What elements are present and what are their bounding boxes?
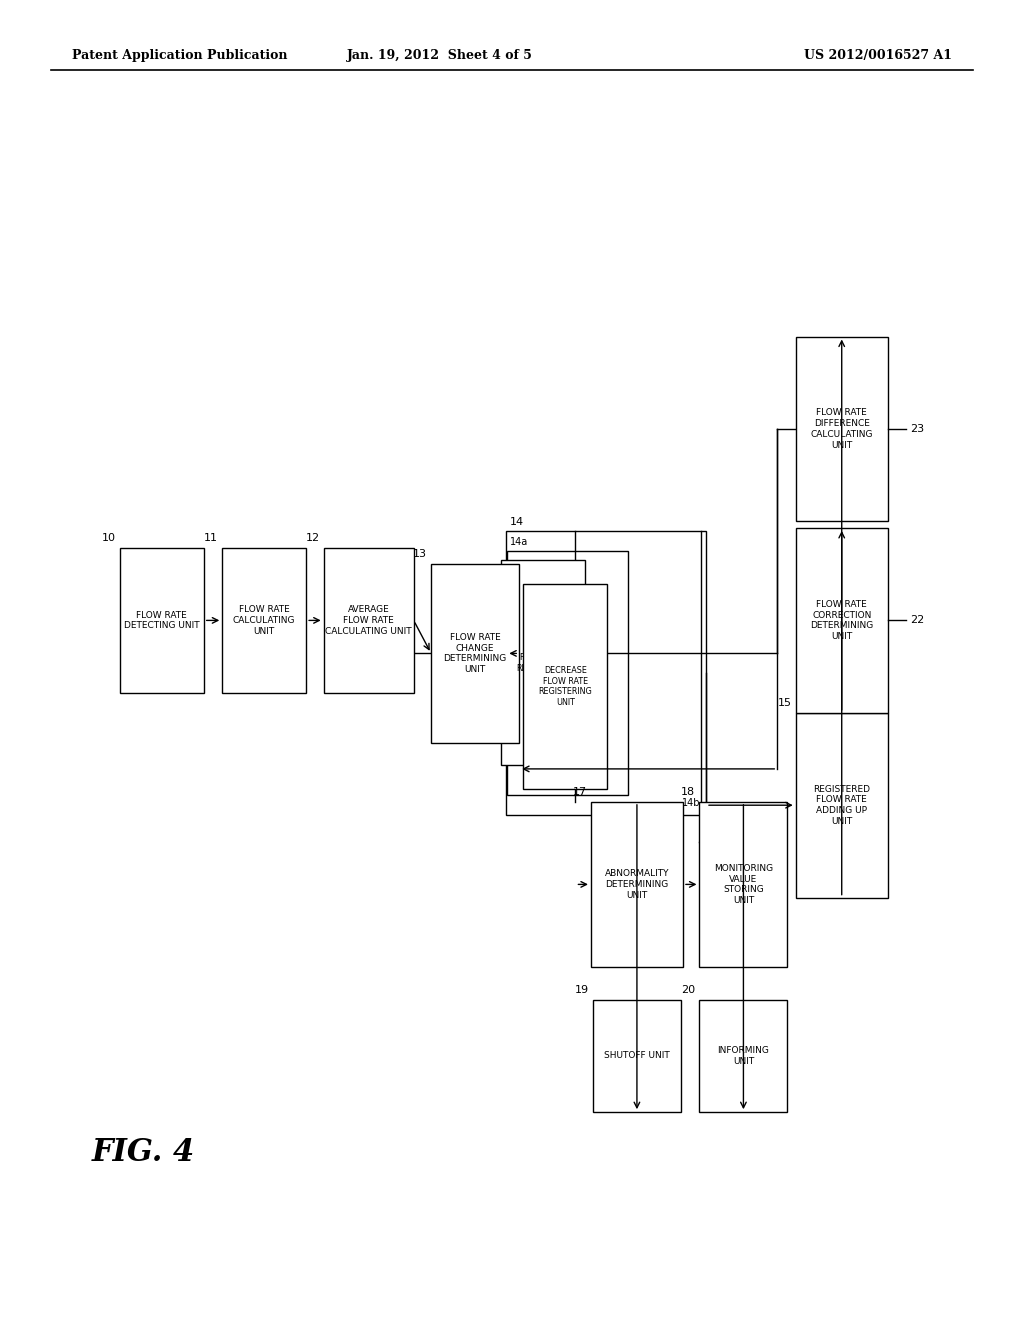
- Text: US 2012/0016527 A1: US 2012/0016527 A1: [804, 49, 952, 62]
- Text: MONITORING
VALUE
STORING
UNIT: MONITORING VALUE STORING UNIT: [714, 863, 773, 906]
- Bar: [431, 565, 519, 742]
- Text: Jan. 19, 2012  Sheet 4 of 5: Jan. 19, 2012 Sheet 4 of 5: [347, 49, 534, 62]
- Text: 14: 14: [509, 517, 523, 527]
- Text: FLOW RATE
CALCULATING
UNIT: FLOW RATE CALCULATING UNIT: [232, 605, 296, 636]
- Text: FIG. 4: FIG. 4: [92, 1138, 196, 1168]
- Text: AVERAGE
FLOW RATE
CALCULATING UNIT: AVERAGE FLOW RATE CALCULATING UNIT: [326, 605, 412, 636]
- Text: 22: 22: [910, 615, 925, 626]
- Text: FLOW RATE
DIFFERENCE
CALCULATING
UNIT: FLOW RATE DIFFERENCE CALCULATING UNIT: [810, 408, 873, 450]
- Text: FLOW RATE
CHANGE
DETERMINING
UNIT: FLOW RATE CHANGE DETERMINING UNIT: [443, 632, 507, 675]
- Bar: [501, 560, 585, 766]
- Bar: [507, 552, 628, 795]
- Bar: [699, 801, 787, 966]
- Text: 11: 11: [204, 532, 218, 543]
- Text: INFORMING
UNIT: INFORMING UNIT: [718, 1047, 769, 1065]
- Bar: [593, 1001, 681, 1111]
- Bar: [699, 1001, 787, 1111]
- Text: FLOW RATE
DETECTING UNIT: FLOW RATE DETECTING UNIT: [124, 611, 200, 630]
- Text: FLOW RATE
CORRECTION
DETERMINING
UNIT: FLOW RATE CORRECTION DETERMINING UNIT: [810, 599, 873, 642]
- Text: 14b: 14b: [682, 799, 700, 808]
- Bar: [222, 548, 306, 693]
- Text: 12: 12: [305, 532, 319, 543]
- Text: ABNORMALITY
DETERMINING
UNIT: ABNORMALITY DETERMINING UNIT: [605, 869, 669, 900]
- Text: 17: 17: [572, 787, 587, 796]
- Bar: [796, 528, 888, 713]
- Text: 14a: 14a: [510, 537, 528, 546]
- Bar: [506, 531, 707, 814]
- Text: Patent Application Publication: Patent Application Publication: [72, 49, 287, 62]
- Text: DECREASE
FLOW RATE
REGISTERING
UNIT: DECREASE FLOW RATE REGISTERING UNIT: [539, 665, 592, 708]
- Text: 18: 18: [681, 787, 695, 796]
- Text: 19: 19: [574, 985, 589, 995]
- Text: 23: 23: [910, 424, 925, 434]
- Text: 20: 20: [681, 985, 695, 995]
- Bar: [796, 337, 888, 521]
- Bar: [120, 548, 204, 693]
- Bar: [591, 801, 683, 966]
- Text: 13: 13: [413, 549, 427, 560]
- Text: 15: 15: [777, 697, 792, 708]
- Bar: [796, 713, 888, 898]
- Text: REGISTERED
FLOW RATE
ADDING UP
UNIT: REGISTERED FLOW RATE ADDING UP UNIT: [813, 784, 870, 826]
- Text: INCREASE
FLOW RATE
REGISTERING
UNIT: INCREASE FLOW RATE REGISTERING UNIT: [516, 642, 569, 684]
- Bar: [523, 583, 607, 789]
- Text: 10: 10: [101, 532, 116, 543]
- Bar: [324, 548, 414, 693]
- Text: SHUTOFF UNIT: SHUTOFF UNIT: [604, 1052, 670, 1060]
